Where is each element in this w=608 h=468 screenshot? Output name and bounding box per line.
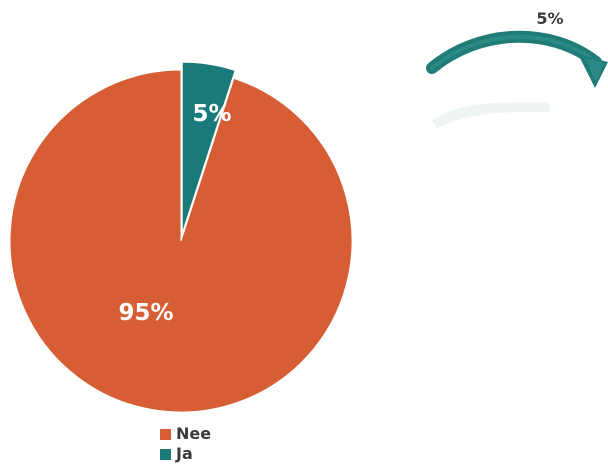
callout-arrow-icon [426,30,608,128]
legend-label-ja: Ja [176,444,193,463]
pie-slice-ja [181,61,236,234]
pie-slice-nee [9,69,353,413]
legend-label-nee: Nee [176,424,212,443]
pie-slices [9,61,353,413]
legend-item-nee: Nee [160,424,211,444]
legend-item-ja: Ja [160,444,211,464]
legend: Nee Ja [160,424,211,464]
legend-swatch-ja [160,448,171,460]
legend-swatch-nee [160,428,171,440]
callout-label: 5% [536,9,563,28]
slice-labels: 95% 5% [118,101,231,326]
slice-label-ja: 5% [192,101,231,127]
slice-label-nee: 95% [118,300,173,326]
